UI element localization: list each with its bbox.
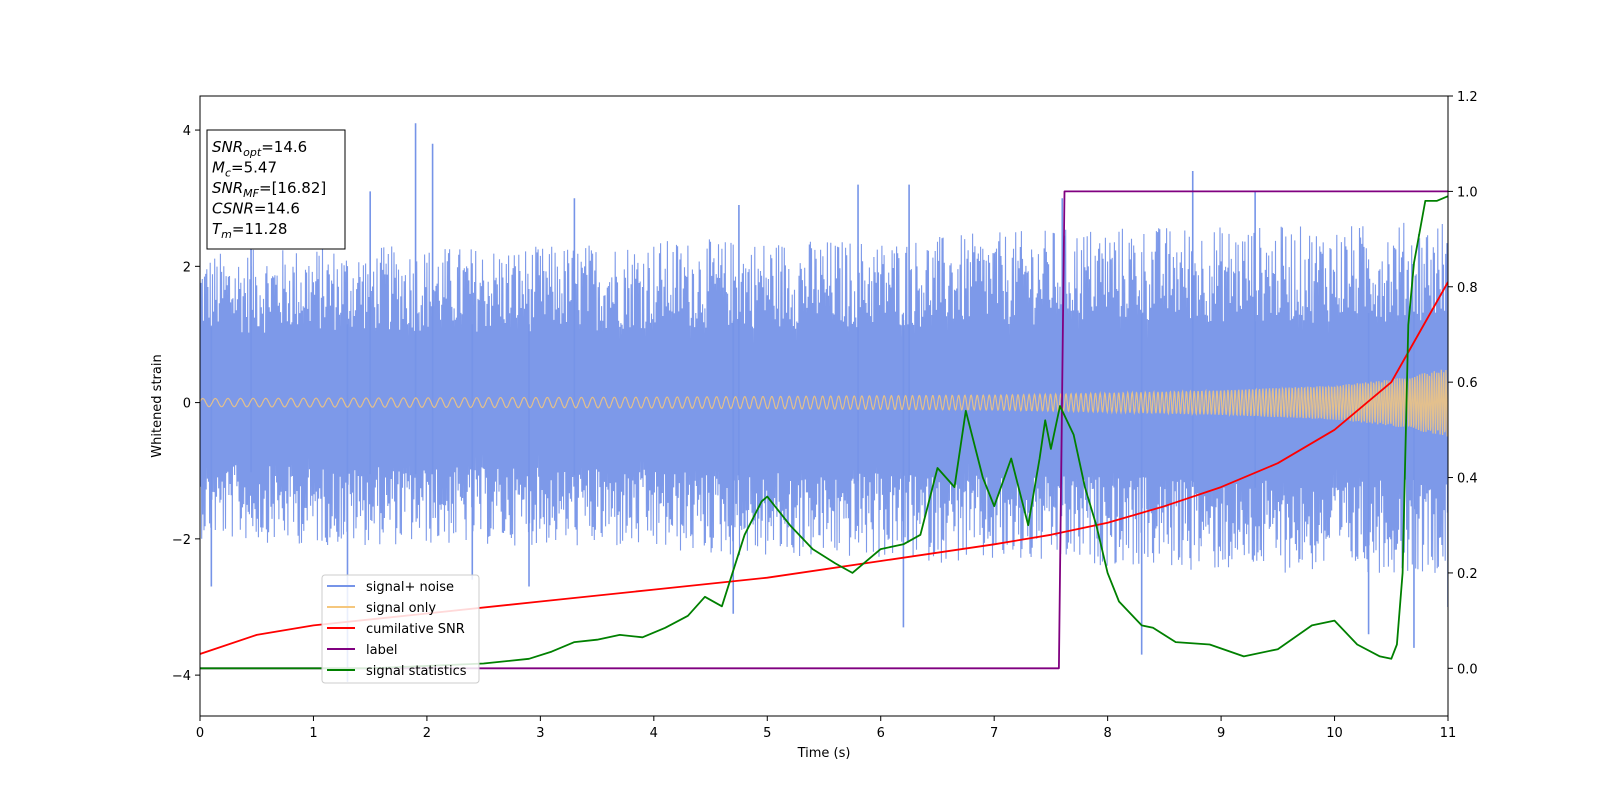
- annotation-line: CSNR=14.6: [212, 200, 300, 218]
- series-signal-only: [200, 369, 1448, 437]
- annotation-box: SNRopt=14.6Mc=5.47SNRMF=[16.82]CSNR=14.6…: [206, 129, 346, 250]
- legend-label: cumilative SNR: [366, 622, 465, 637]
- signal-only-line: [200, 369, 1448, 437]
- x-tick-label: 0: [196, 726, 204, 741]
- y-axis-label: Whitened strain: [150, 354, 165, 457]
- x-tick-label: 5: [763, 726, 771, 741]
- y-tick-label-right: 1.0: [1457, 185, 1478, 200]
- annotation-line: Tm=11.28: [212, 220, 287, 241]
- plot-area: [200, 123, 1448, 682]
- y-tick-label-left: 2: [183, 260, 191, 275]
- annotation-line: SNRopt=14.6: [212, 138, 307, 159]
- x-tick-label: 10: [1326, 726, 1343, 741]
- x-tick-label: 7: [990, 726, 998, 741]
- series-label: [200, 190, 1448, 670]
- y-tick-label-right: 0.4: [1457, 472, 1478, 487]
- annotation-line: Mc=5.47: [212, 159, 277, 180]
- legend-label: signal only: [366, 601, 436, 616]
- series-signal-statistics: [200, 195, 1448, 670]
- legend-label: label: [366, 643, 397, 658]
- y-tick-label-right: 0.0: [1457, 662, 1478, 677]
- x-tick-label: 2: [423, 726, 431, 741]
- legend-label: signal+ noise: [366, 580, 454, 595]
- legend-frame: [321, 574, 480, 684]
- legend: signal+ noise signal only cumilative SNR la…: [321, 574, 480, 684]
- x-tick-label: 6: [877, 726, 885, 741]
- x-tick-label: 3: [536, 726, 544, 741]
- x-tick-label: 8: [1103, 726, 1111, 741]
- y-tick-label-left: −4: [172, 669, 191, 684]
- x-tick-label: 1: [309, 726, 317, 741]
- x-tick-label: 4: [650, 726, 658, 741]
- x-tick-label: 9: [1217, 726, 1225, 741]
- series-signal-noise: [200, 123, 1448, 682]
- y-tick-label-right: 1.2: [1457, 90, 1478, 105]
- x-axis-label: Time (s): [797, 746, 851, 761]
- y-tick-label-right: 0.2: [1457, 567, 1478, 582]
- y-tick-label-right: 0.6: [1457, 376, 1478, 391]
- x-tick-label: 11: [1440, 726, 1457, 741]
- legend-label: signal statistics: [366, 664, 467, 679]
- signal-noise-line: [200, 222, 1448, 573]
- y-tick-label-left: 0: [183, 397, 191, 412]
- y-tick-label-right: 0.8: [1457, 281, 1478, 296]
- y-tick-label-left: 4: [183, 124, 191, 139]
- axes-frame: [199, 95, 1449, 717]
- y-tick-label-left: −2: [172, 533, 191, 548]
- axis-ticks: 0 1 2 3 4 5 6 7 8 9 10 11 −4 −2 0 2 4 0.0 0.2 0.4 0.6 0.8 1.0 1…: [172, 90, 1478, 741]
- annotation-frame: [206, 129, 346, 250]
- annotation-line: SNRMF=[16.82]: [212, 179, 326, 200]
